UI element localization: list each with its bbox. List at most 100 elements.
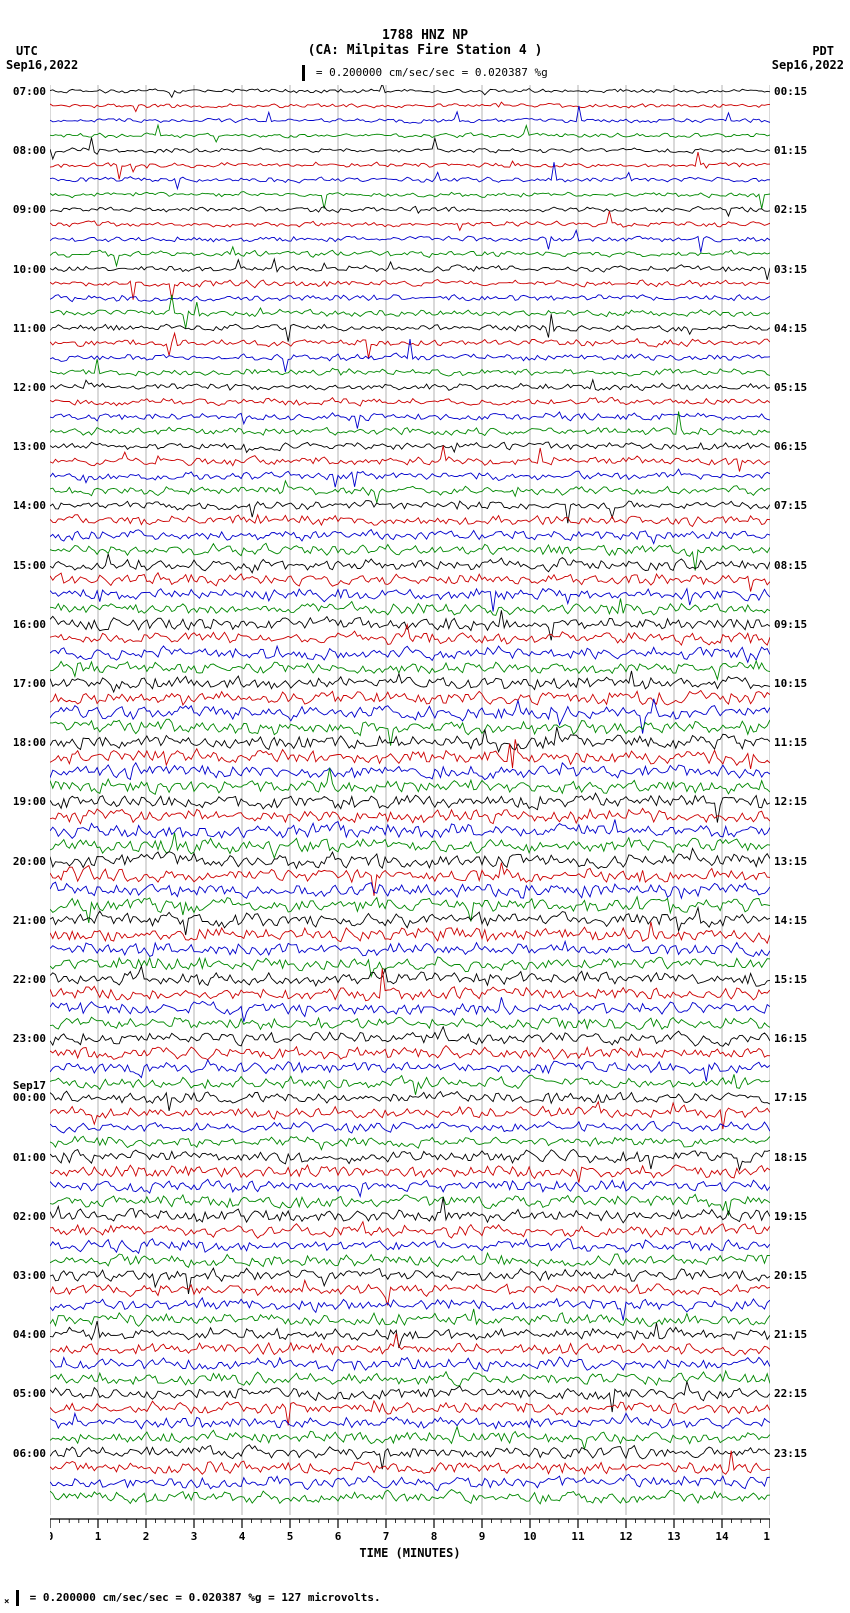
trace-row	[50, 530, 770, 544]
x-tick-label: 0	[50, 1530, 53, 1543]
trace-row	[50, 469, 770, 487]
left-time-label: 18:00	[2, 736, 46, 749]
trace-row	[50, 333, 770, 358]
left-time-label: 20:00	[2, 855, 46, 868]
trace-row	[50, 1149, 770, 1169]
trace-row	[50, 1046, 770, 1060]
left-time-label: 16:00	[2, 618, 46, 631]
trace-row	[50, 397, 770, 406]
trace-row	[50, 719, 770, 746]
trace-row	[50, 661, 770, 679]
left-time-label: 02:00	[2, 1210, 46, 1223]
seismogram-plot	[50, 85, 770, 1515]
trace-row	[50, 699, 770, 734]
trace-row	[50, 359, 770, 376]
x-tick-label: 7	[383, 1530, 390, 1543]
trace-row	[50, 230, 770, 252]
left-time-label: 09:00	[2, 203, 46, 216]
left-time-label: 01:00	[2, 1151, 46, 1164]
trace-row	[50, 206, 770, 216]
title-block: 1788 HNZ NP (CA: Milpitas Fire Station 4…	[0, 28, 850, 58]
footer-tick-icon: ×	[4, 1597, 9, 1607]
trace-row	[50, 897, 770, 923]
left-time-label: 06:00	[2, 1447, 46, 1460]
trace-row	[50, 515, 770, 527]
trace-row	[50, 152, 770, 179]
scale-bar-icon	[302, 65, 305, 81]
trace-row	[50, 192, 770, 209]
trace-row	[50, 1451, 770, 1475]
right-time-label: 10:15	[774, 677, 807, 690]
tz-right: PDT	[812, 44, 834, 58]
right-time-label: 01:15	[774, 144, 807, 157]
scale-text: = 0.200000 cm/sec/sec = 0.020387 %g	[316, 66, 548, 79]
tz-left: UTC	[16, 44, 38, 58]
station-name: (CA: Milpitas Fire Station 4 )	[0, 43, 850, 58]
trace-row	[50, 1121, 770, 1133]
left-time-label: 17:00	[2, 677, 46, 690]
left-time-label: 23:00	[2, 1032, 46, 1045]
right-time-label: 19:15	[774, 1210, 807, 1223]
trace-row	[50, 863, 770, 896]
x-tick-label: 1	[95, 1530, 102, 1543]
trace-row	[50, 1239, 770, 1254]
x-tick-label: 5	[287, 1530, 294, 1543]
right-time-label: 03:15	[774, 263, 807, 276]
right-time-label: 00:15	[774, 85, 807, 98]
right-time-label: 21:15	[774, 1328, 807, 1341]
trace-row	[50, 808, 770, 823]
trace-row	[50, 1165, 770, 1183]
trace-row	[50, 573, 770, 592]
left-time-label: 13:00	[2, 440, 46, 453]
left-time-label: 03:00	[2, 1269, 46, 1282]
trace-row	[50, 768, 770, 794]
trace-row	[50, 1280, 770, 1305]
trace-row	[50, 968, 770, 1000]
trace-row	[50, 1136, 770, 1150]
seismogram-container: 1788 HNZ NP (CA: Milpitas Fire Station 4…	[0, 0, 850, 1613]
trace-row	[50, 599, 770, 616]
x-axis-ticks: 0123456789101112131415	[50, 1518, 770, 1544]
trace-row	[50, 1334, 770, 1356]
right-time-label: 09:15	[774, 618, 807, 631]
x-tick-label: 10	[523, 1530, 536, 1543]
left-time-label: 21:00	[2, 914, 46, 927]
trace-row	[50, 247, 770, 266]
date-left: Sep16,2022	[6, 58, 78, 72]
trace-row	[50, 125, 770, 142]
trace-row	[50, 1401, 770, 1426]
x-tick-label: 4	[239, 1530, 246, 1543]
trace-row	[50, 997, 770, 1021]
trace-row	[50, 1445, 770, 1470]
trace-row	[50, 138, 770, 159]
trace-row	[50, 554, 770, 573]
trace-row	[50, 763, 770, 780]
left-time-label: 07:00	[2, 85, 46, 98]
trace-row	[50, 295, 770, 329]
x-tick-label: 12	[619, 1530, 632, 1543]
trace-row	[50, 1074, 770, 1094]
trace-row	[50, 646, 770, 662]
left-time-label: 12:00	[2, 381, 46, 394]
trace-row	[50, 314, 770, 341]
left-time-label: 05:00	[2, 1387, 46, 1400]
right-time-label: 18:15	[774, 1151, 807, 1164]
trace-row	[50, 442, 770, 452]
left-time-label: 19:00	[2, 795, 46, 808]
right-time-label: 08:15	[774, 559, 807, 572]
right-time-label: 06:15	[774, 440, 807, 453]
scale-line: = 0.200000 cm/sec/sec = 0.020387 %g	[0, 65, 850, 81]
trace-row	[50, 671, 770, 692]
trace-row	[50, 820, 770, 839]
trace-row	[50, 1017, 770, 1029]
trace-row	[50, 1197, 770, 1223]
trace-row	[50, 1371, 770, 1386]
trace-row	[50, 102, 770, 112]
trace-row	[50, 106, 770, 123]
left-time-label: 10:00	[2, 263, 46, 276]
trace-row	[50, 1382, 770, 1413]
x-axis-label: TIME (MINUTES)	[50, 1546, 770, 1560]
trace-row	[50, 211, 770, 230]
date-right: Sep16,2022	[772, 58, 844, 72]
trace-row	[50, 1179, 770, 1196]
